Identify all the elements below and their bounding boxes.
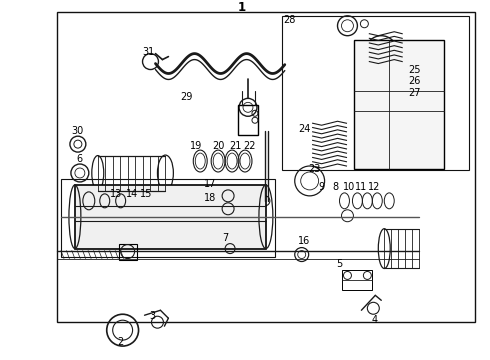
Text: 19: 19 — [190, 141, 202, 151]
Text: 18: 18 — [204, 193, 216, 203]
Text: 15: 15 — [140, 189, 153, 199]
Text: 31: 31 — [143, 46, 155, 57]
Text: 24: 24 — [298, 124, 311, 134]
Text: 22: 22 — [244, 141, 256, 151]
Text: 20: 20 — [212, 141, 224, 151]
Bar — [343, 270, 372, 291]
Text: 13: 13 — [110, 189, 122, 199]
Text: 23: 23 — [308, 164, 321, 174]
Text: 26: 26 — [408, 76, 420, 86]
Bar — [282, 16, 469, 170]
Text: 16: 16 — [297, 236, 310, 246]
Text: 3: 3 — [149, 311, 155, 321]
Text: 7: 7 — [222, 233, 228, 243]
Text: 21: 21 — [229, 141, 241, 151]
Text: 5: 5 — [336, 258, 343, 269]
Text: 4: 4 — [371, 315, 377, 325]
Text: 28: 28 — [284, 15, 296, 25]
Bar — [369, 51, 393, 91]
Text: 6: 6 — [77, 154, 83, 164]
Bar — [354, 40, 444, 169]
Text: 25: 25 — [408, 64, 420, 75]
Text: 14: 14 — [125, 189, 138, 199]
Text: 17: 17 — [204, 179, 217, 189]
Text: 10: 10 — [343, 182, 356, 192]
Text: 8: 8 — [332, 182, 339, 192]
Bar — [57, 12, 475, 322]
Text: 30: 30 — [72, 126, 84, 136]
Text: 2: 2 — [118, 337, 124, 347]
Bar — [238, 105, 258, 135]
Bar — [61, 179, 275, 257]
Bar — [119, 244, 137, 260]
Text: 12: 12 — [368, 182, 381, 192]
Text: 29: 29 — [180, 93, 193, 102]
Text: 27: 27 — [408, 89, 420, 98]
Bar — [75, 185, 266, 249]
Text: 11: 11 — [355, 182, 368, 192]
Text: 9: 9 — [318, 182, 325, 192]
Text: 1: 1 — [238, 1, 246, 14]
